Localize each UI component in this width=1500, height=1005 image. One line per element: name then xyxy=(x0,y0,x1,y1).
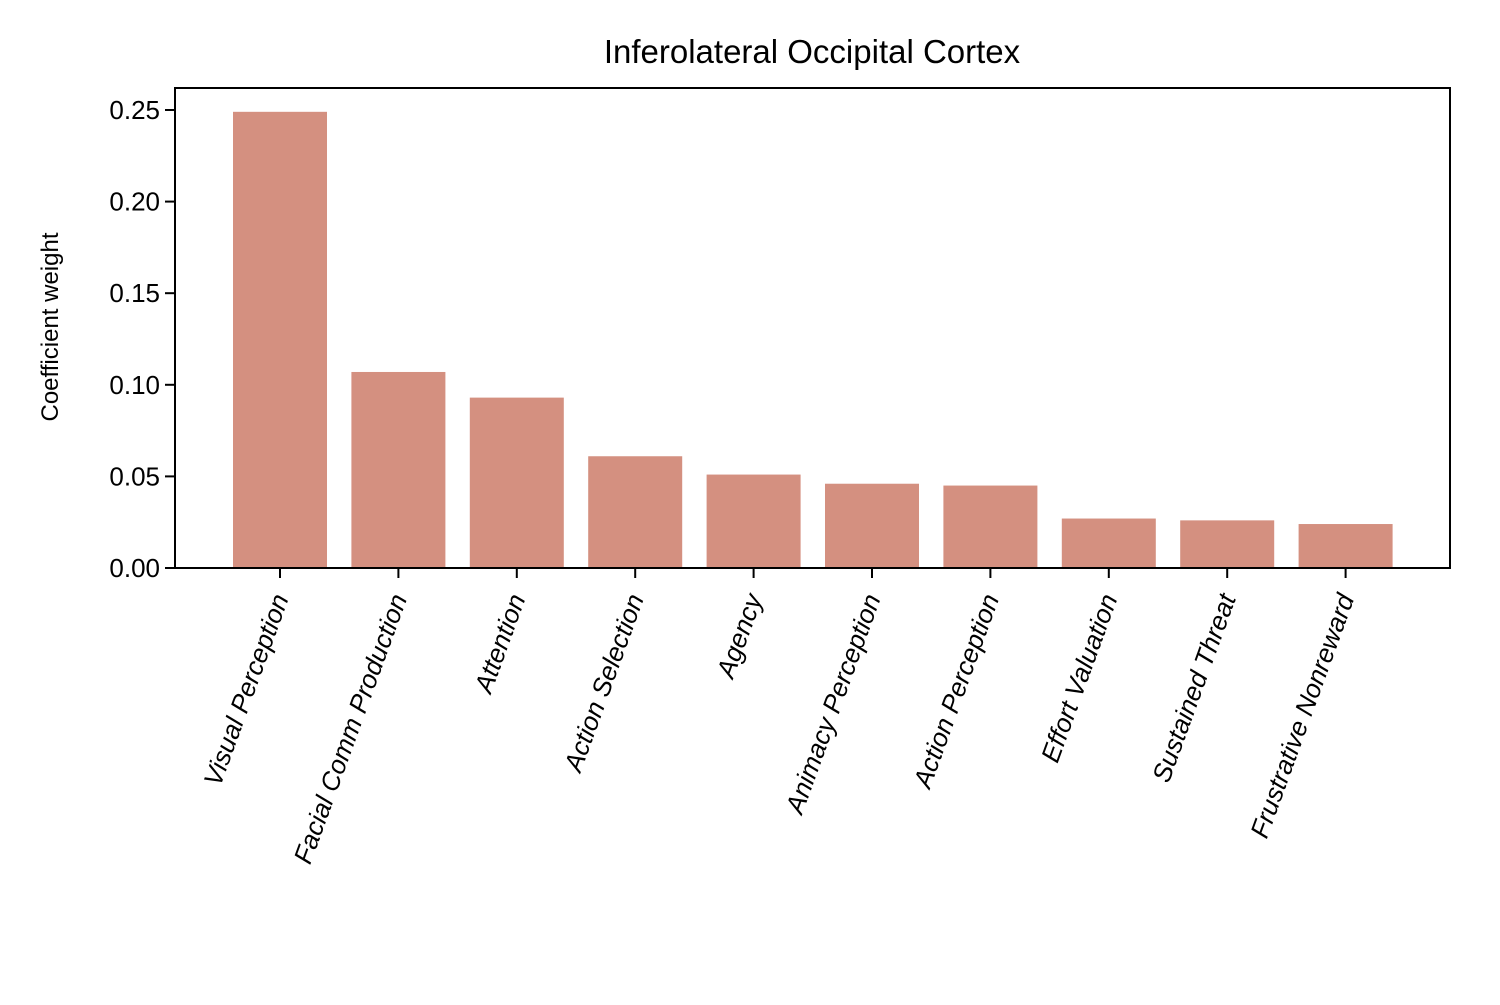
bar-effort-valuation xyxy=(1061,518,1156,568)
y-tick-label: 0.05 xyxy=(109,461,160,491)
bar-action-perception xyxy=(943,485,1038,568)
x-tick-label: Facial Comm Production xyxy=(287,590,413,868)
plot-frame xyxy=(174,87,1451,569)
bar-sustained-threat xyxy=(1180,520,1275,568)
chart-title: Inferolateral Occipital Cortex xyxy=(604,33,1021,70)
bars-group xyxy=(233,111,1393,568)
x-tick-label: Frustrative Nonreward xyxy=(1244,588,1361,841)
x-tick-label: Animacy Perception xyxy=(779,590,887,819)
x-tick-label: Visual Perception xyxy=(197,590,294,790)
bar-visual-perception xyxy=(233,111,327,568)
y-tick-label: 0.00 xyxy=(109,553,160,583)
x-tick-label: Action Selection xyxy=(557,590,650,777)
x-tick-label: Action Perception xyxy=(906,590,1005,794)
bar-animacy-perception xyxy=(825,483,919,568)
x-tick-label: Effort Valuation xyxy=(1035,590,1124,766)
y-tick-label: 0.10 xyxy=(109,370,160,400)
x-tick-label: Sustained Threat xyxy=(1146,588,1243,786)
y-tick-label: 0.15 xyxy=(109,278,160,308)
bar-facial-comm-production xyxy=(351,371,446,568)
x-tick-label: Attention xyxy=(467,590,531,699)
bar-action-selection xyxy=(588,456,683,568)
y-axis-label: Coefficient weight xyxy=(37,232,64,421)
y-tick-label: 0.25 xyxy=(109,95,160,125)
bar-attention xyxy=(469,397,564,568)
bar-agency xyxy=(706,474,801,568)
bar-frustrative-nonreward xyxy=(1298,524,1393,568)
x-tick-label: Agency xyxy=(710,588,769,684)
y-axis: 0.00 0.05 0.10 0.15 0.20 0.25 xyxy=(109,95,175,583)
y-tick-label: 0.20 xyxy=(109,187,160,217)
